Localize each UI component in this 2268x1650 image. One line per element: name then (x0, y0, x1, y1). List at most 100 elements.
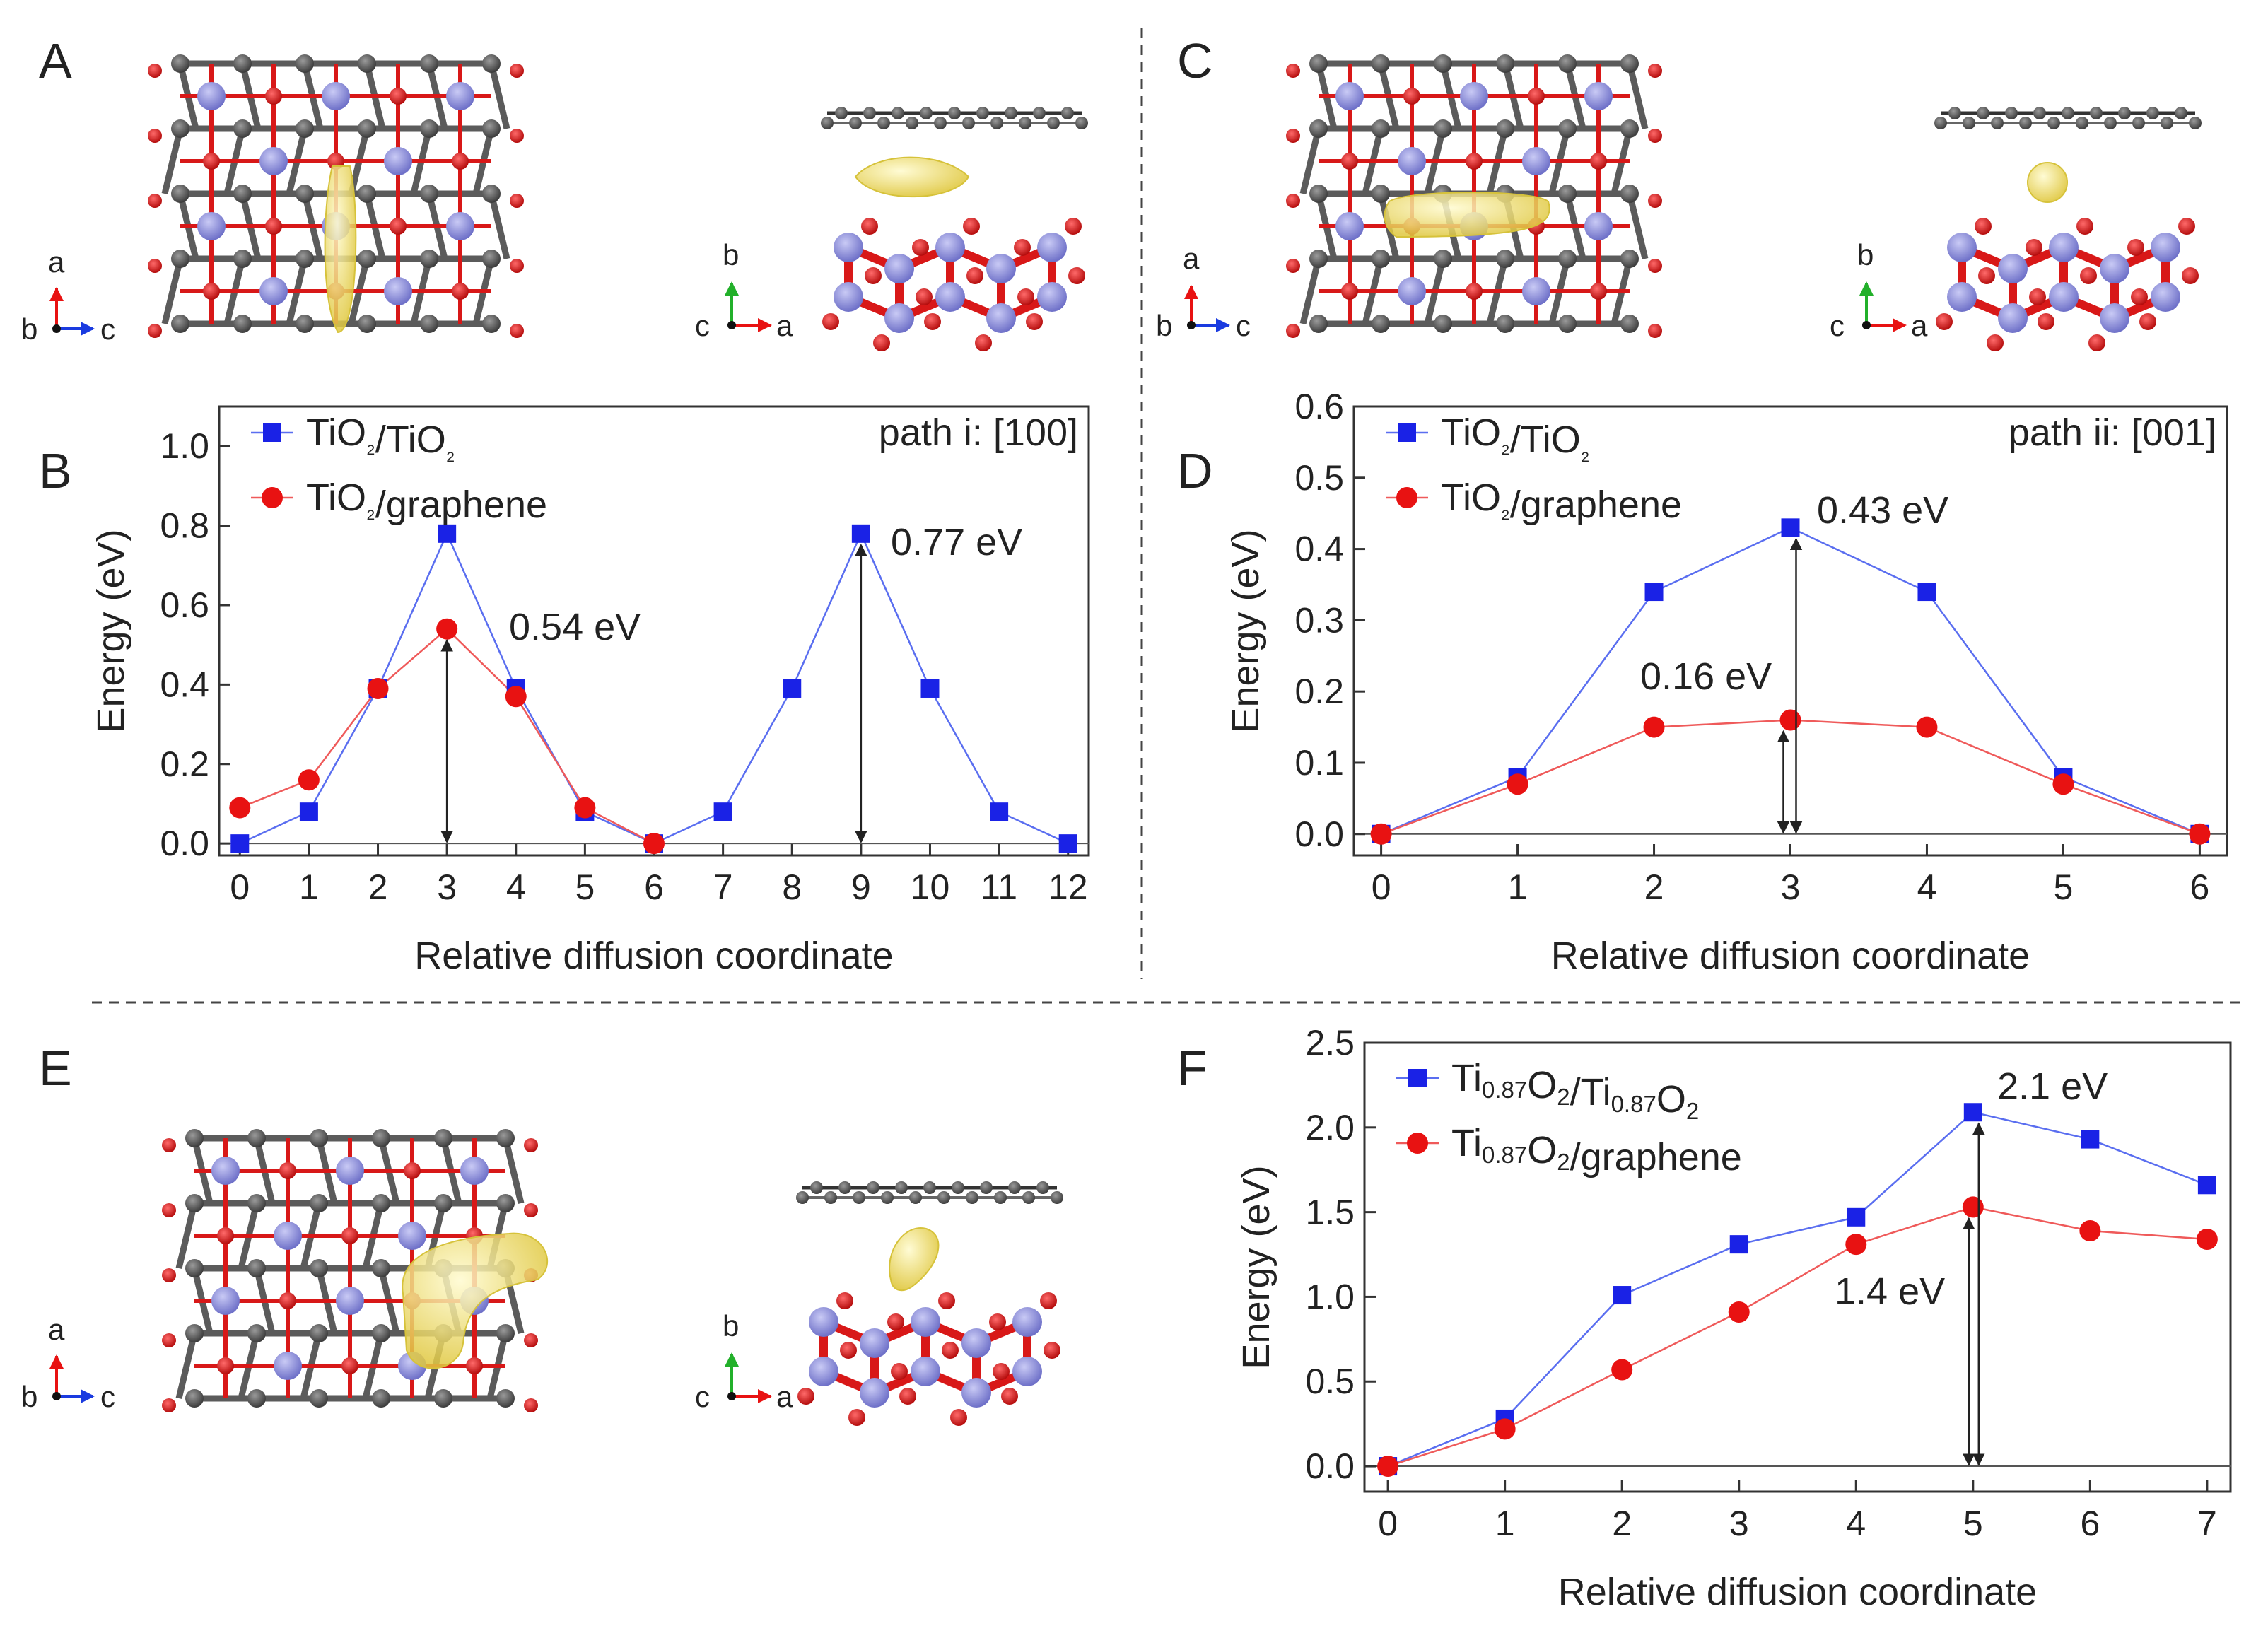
carbon-atom (482, 315, 501, 333)
data-point-circle (2052, 773, 2074, 795)
titanium-atom (884, 254, 914, 283)
axis-letter: a (1911, 309, 1928, 342)
oxygen-atom (1341, 153, 1358, 170)
oxygen-atom (1936, 313, 1953, 330)
carbon-atom (420, 185, 438, 203)
carbon-atom (877, 117, 890, 129)
titanium-atom (1012, 1307, 1042, 1337)
carbon-atom (247, 1389, 266, 1408)
carbon-atom (1309, 119, 1328, 138)
lithium-diffusion-path (1384, 192, 1550, 238)
oxygen-atom (524, 1203, 538, 1217)
carbon-atom (296, 250, 314, 268)
legend-marker-square (1408, 1069, 1427, 1087)
carbon-atom (482, 250, 501, 268)
x-tick-label: 6 (2190, 867, 2210, 907)
titanium-atom (1012, 1357, 1042, 1386)
oxygen-atom (510, 194, 524, 208)
titanium-atom (2049, 233, 2079, 262)
oxygen-atom (524, 1398, 538, 1412)
carbon-atom (838, 1181, 851, 1194)
oxygen-atom (848, 1409, 865, 1426)
x-axis-label: Relative diffusion coordinate (414, 935, 893, 977)
oxygen-atom (840, 1342, 857, 1359)
carbon-atom (420, 315, 438, 333)
axis-triad-c-side: b c a (1830, 238, 1928, 342)
carbon-atom (310, 1129, 328, 1147)
series-line-blue (1387, 1111, 2208, 1468)
carbon-atom (358, 185, 376, 203)
legend-marker-circle (1396, 487, 1418, 508)
legend-label: Ti0.87O2/graphene (1451, 1122, 1742, 1178)
data-point-square (1781, 518, 1800, 537)
barrier-label: 0.16 eV (1640, 655, 1772, 698)
oxygen-atom (1286, 129, 1300, 143)
carbon-atom (920, 107, 933, 119)
carbon-atom (358, 54, 376, 73)
carbon-atom (990, 117, 1003, 129)
oxygen-atom (510, 259, 524, 273)
axis-letter: c (695, 1380, 710, 1413)
y-tick-label: 1.0 (160, 426, 209, 466)
barrier-label: 0.43 eV (1817, 489, 1948, 532)
legend-marker-square (263, 423, 281, 442)
barrier-label: 2.1 eV (1997, 1065, 2108, 1108)
data-point-circle (1779, 709, 1801, 731)
titanium-atom (1584, 82, 1613, 110)
barrier-label: 0.54 eV (509, 606, 641, 648)
carbon-bond (488, 62, 510, 130)
carbon-atom (185, 1129, 204, 1147)
carbon-atom (296, 119, 314, 138)
titanium-atom (2151, 233, 2180, 262)
oxygen-atom (822, 313, 839, 330)
titanium-atom (935, 233, 965, 262)
data-point-circle (1643, 716, 1665, 738)
carbon-atom (867, 1181, 879, 1194)
y-tick-label: 0.5 (1294, 458, 1344, 498)
oxygen-atom (2182, 267, 2199, 284)
oxygen-atom (1065, 218, 1082, 235)
carbon-bond (1299, 257, 1322, 325)
lithium-diffusion-path (2027, 162, 2069, 203)
carbon-atom (1309, 315, 1328, 333)
titanium-atom (460, 1157, 489, 1185)
y-axis-label: Energy (eV) (1235, 1165, 1278, 1369)
data-point-circle (2196, 1228, 2218, 1250)
data-point-square (920, 679, 940, 698)
axis-triad-a-top: a b c (21, 245, 115, 346)
x-tick-label: 12 (1048, 867, 1088, 907)
data-point-circle (643, 833, 665, 855)
titanium-atom (860, 1328, 889, 1358)
oxygen-atom (466, 1357, 483, 1374)
data-point-circle (436, 618, 458, 640)
oxygen-atom (1017, 288, 1034, 305)
oxygen-atom (1528, 88, 1545, 105)
oxygen-atom (162, 1203, 176, 1217)
oxygen-atom (865, 267, 882, 284)
carbon-atom (1558, 315, 1577, 333)
data-point-square (1847, 1207, 1866, 1227)
x-tick-label: 0 (1378, 1504, 1398, 1543)
carbon-atom (1022, 1191, 1035, 1204)
oxygen-atom (148, 194, 162, 208)
titanium-atom (2049, 282, 2079, 312)
carbon-atom (923, 1181, 936, 1194)
carbon-atom (1620, 185, 1639, 203)
oxygen-atom (797, 1388, 814, 1405)
carbon-atom (2005, 107, 2018, 119)
carbon-atom (247, 1129, 266, 1147)
carbon-atom (1991, 117, 2004, 129)
oxygen-atom (148, 259, 162, 273)
x-tick-label: 4 (1917, 867, 1937, 907)
carbon-atom (966, 1191, 978, 1204)
x-tick-label: 9 (851, 867, 871, 907)
carbon-atom (1948, 107, 1961, 119)
axis-letter: a (48, 245, 65, 279)
oxygen-atom (1648, 129, 1662, 143)
oxygen-atom (1590, 283, 1607, 300)
chart-d-energy-profile: 0 1 2 3 4 5 6 0.0 0.1 0.2 0.3 0.4 0.5 0.6 Relative dif… (1224, 387, 2228, 977)
carbon-atom (934, 117, 947, 129)
carbon-atom (247, 1194, 266, 1212)
data-point-square (1058, 834, 1077, 853)
carbon-atom (1496, 54, 1514, 73)
